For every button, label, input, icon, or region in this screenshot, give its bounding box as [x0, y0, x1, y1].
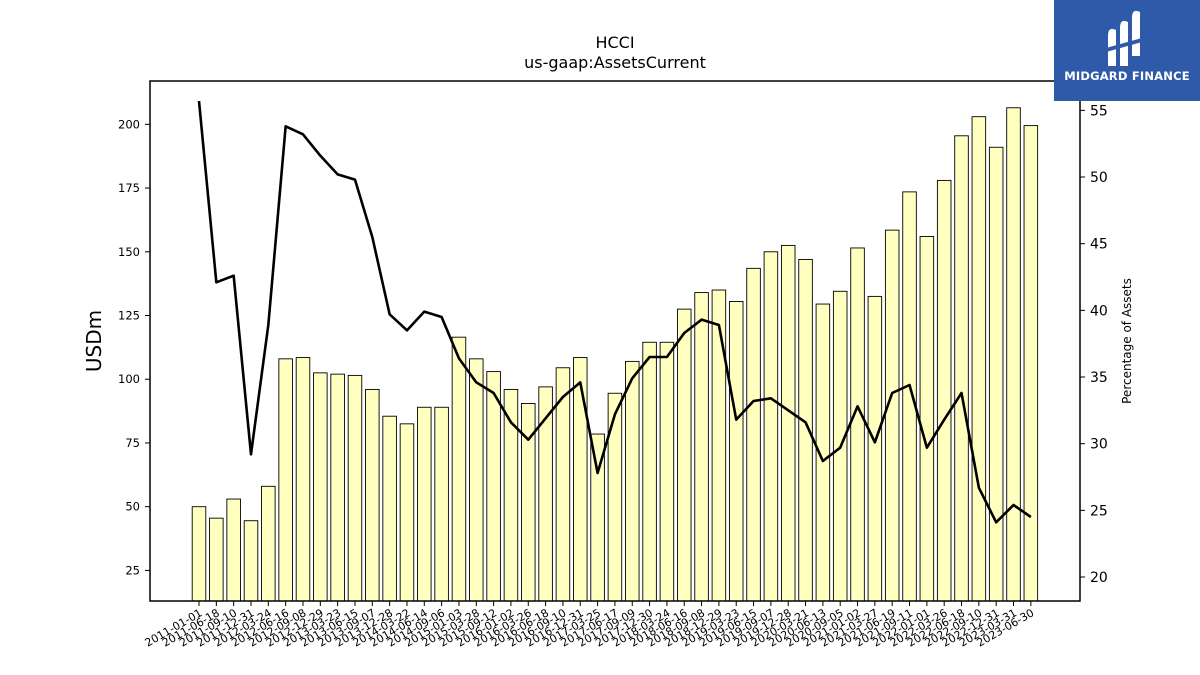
bar-2023-06-30 [1023, 125, 1039, 602]
bar-2022-12-31 [988, 146, 1004, 602]
y2-tick-label: 25 [1090, 503, 1108, 519]
bars-layer [191, 107, 1039, 602]
bar-2013-03-23 [330, 373, 345, 602]
y-tick-label: 50 [125, 500, 140, 514]
bar-2018-09-08 [694, 292, 709, 602]
y2-tick-label: 35 [1090, 370, 1108, 386]
y2-tick-label: 30 [1090, 437, 1108, 453]
bar-2022-09-10 [971, 116, 987, 602]
y-axis-left: 25 50 75 100 125 150 175 200 [118, 117, 150, 577]
bar-2011-09-10 [226, 498, 241, 602]
y-tick-label: 75 [125, 436, 140, 450]
bar-2021-06-19 [884, 229, 900, 602]
y-tick-label: 125 [118, 309, 140, 323]
bar-2021-01-02 [850, 247, 865, 602]
y2-tick-label: 40 [1090, 303, 1108, 319]
y-tick-label: 200 [118, 117, 140, 131]
y2-tick-label: 20 [1090, 570, 1108, 586]
bar-2022-01-01 [919, 236, 935, 602]
bar-2018-03-24 [659, 341, 675, 602]
bar-2018-12-29 [711, 289, 727, 602]
bar-2015-01-03 [451, 336, 467, 602]
bar-2013-06-15 [347, 374, 363, 602]
y-tick-label: 100 [118, 372, 140, 386]
bar-2017-09-09 [625, 360, 640, 602]
bar-2021-03-27 [867, 295, 883, 602]
bar-2023-03-31 [1006, 107, 1021, 602]
bar-2022-03-26 [936, 179, 952, 602]
y-axis-right: 20 25 30 35 40 45 50 55 [1080, 103, 1108, 586]
bar-2012-06-16 [278, 358, 293, 602]
y2-axis-label: Percentage of Assets [1120, 278, 1134, 404]
bar-2012-09-08 [295, 357, 311, 602]
midgard-logo-icon [1106, 10, 1142, 66]
bar-2019-09-07 [763, 251, 779, 602]
midgard-finance-logo: MIDGARD FINANCE [1054, 0, 1200, 101]
bar-2016-12-31 [573, 357, 588, 602]
bar-2021-09-11 [902, 191, 917, 602]
logo-text: MIDGARD FINANCE [1064, 69, 1190, 83]
bar-2012-12-29 [313, 372, 328, 602]
bar-2011-01-01 [191, 506, 207, 602]
bar-2018-06-16 [676, 308, 692, 602]
bar-2015-03-28 [469, 358, 484, 602]
bar-2012-03-24 [261, 485, 276, 602]
chart-title: HCCI [595, 33, 634, 52]
bar-2013-09-07 [365, 388, 380, 602]
line-layer [197, 100, 1032, 524]
bar-2011-06-18 [209, 517, 224, 602]
y2-tick-label: 45 [1090, 237, 1108, 253]
y2-tick-label: 55 [1090, 103, 1108, 119]
y-axis-label: USDm [82, 310, 106, 372]
percentage-line [197, 100, 1032, 524]
bar-2015-09-12 [486, 371, 501, 602]
bar-2011-12-31 [243, 520, 259, 602]
x-axis: 2011-01-012011-06-182011-09-102011-12-31… [143, 601, 1036, 650]
bar-2022-06-18 [954, 135, 969, 602]
bar-2019-06-15 [746, 267, 761, 602]
bar-2013-12-28 [382, 415, 397, 602]
bar-2014-09-06 [434, 406, 449, 602]
bar-2014-03-22 [399, 423, 415, 602]
chart-subtitle: us-gaap:AssetsCurrent [524, 53, 706, 72]
y2-tick-label: 50 [1090, 170, 1108, 186]
bar-2017-06-17 [607, 392, 623, 602]
y-tick-label: 175 [118, 181, 140, 195]
bar-2017-12-30 [642, 341, 657, 602]
bar-2014-06-14 [417, 406, 432, 602]
y-tick-label: 150 [118, 245, 140, 259]
bar-2019-12-28 [780, 244, 796, 602]
y-tick-label: 25 [125, 563, 140, 577]
bar-2019-03-23 [728, 301, 744, 602]
